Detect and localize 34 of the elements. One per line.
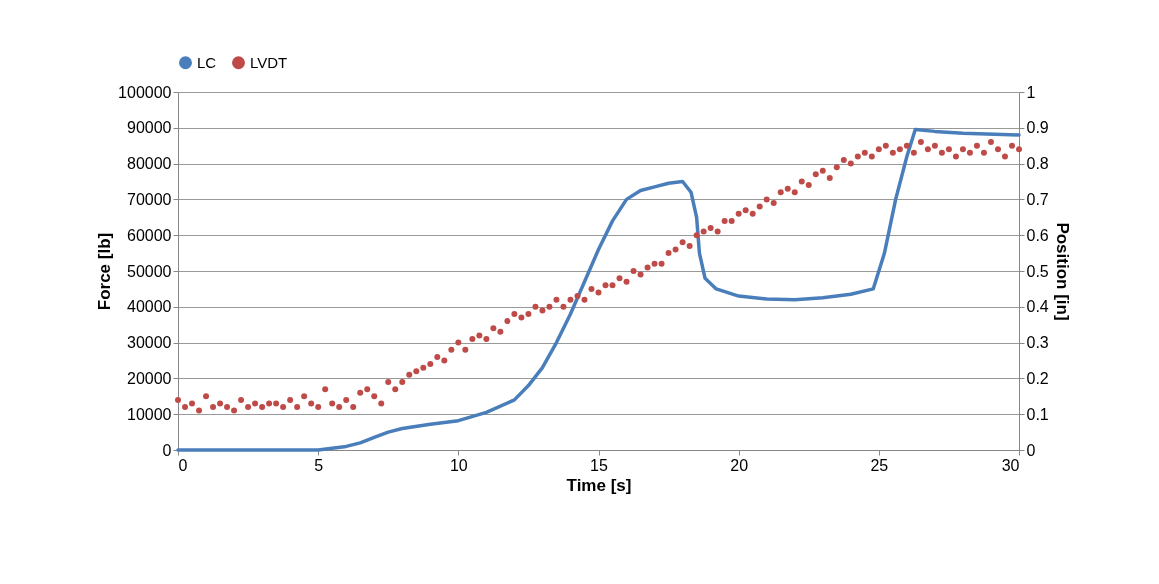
- y2-tick-label: 0: [1026, 441, 1036, 459]
- y2-tick-label: 0.1: [1026, 405, 1049, 423]
- y-tick-label: 0: [162, 441, 172, 459]
- x-axis-title: Time [s]: [566, 475, 632, 495]
- y2-tick-label: 0.7: [1026, 190, 1049, 208]
- x-tick-label: 15: [590, 456, 608, 474]
- y-tick-label: 100000: [118, 83, 172, 101]
- y-tick-label: 70000: [127, 190, 172, 208]
- y2-tick-label: 0.4: [1026, 298, 1049, 316]
- y2-tick-label: 0.6: [1026, 226, 1049, 244]
- y2-tick-label: 1: [1026, 83, 1036, 101]
- y2-axis-title: Position [in]: [1052, 222, 1072, 321]
- y-tick-label: 80000: [127, 155, 172, 173]
- y-tick-label: 90000: [127, 119, 172, 137]
- y-tick-label: 10000: [127, 405, 172, 423]
- y-tick-label: 40000: [127, 298, 172, 316]
- y-tick-label: 20000: [127, 369, 172, 387]
- y2-tick-label: 0.2: [1026, 369, 1049, 387]
- x-tick-label: 25: [870, 456, 889, 474]
- x-tick-label: 20: [730, 456, 749, 474]
- x-tick-label: 10: [449, 456, 468, 474]
- legend-label: LC: [197, 53, 217, 71]
- y2-tick-label: 0.5: [1026, 262, 1049, 280]
- x-tick-label: 0: [178, 456, 188, 474]
- x-tick-label: 5: [314, 456, 324, 474]
- y2-tick-label: 0.3: [1026, 334, 1049, 352]
- x-tick-label: 30: [1001, 456, 1020, 474]
- legend-label: LVDT: [250, 53, 288, 71]
- y-tick-label: 60000: [127, 226, 172, 244]
- y2-tick-label: 0.9: [1026, 119, 1049, 137]
- y-tick-label: 30000: [127, 334, 172, 352]
- y-axis-title: Force [lb]: [95, 232, 115, 311]
- y-tick-label: 50000: [127, 262, 172, 280]
- y2-tick-label: 0.8: [1026, 155, 1049, 173]
